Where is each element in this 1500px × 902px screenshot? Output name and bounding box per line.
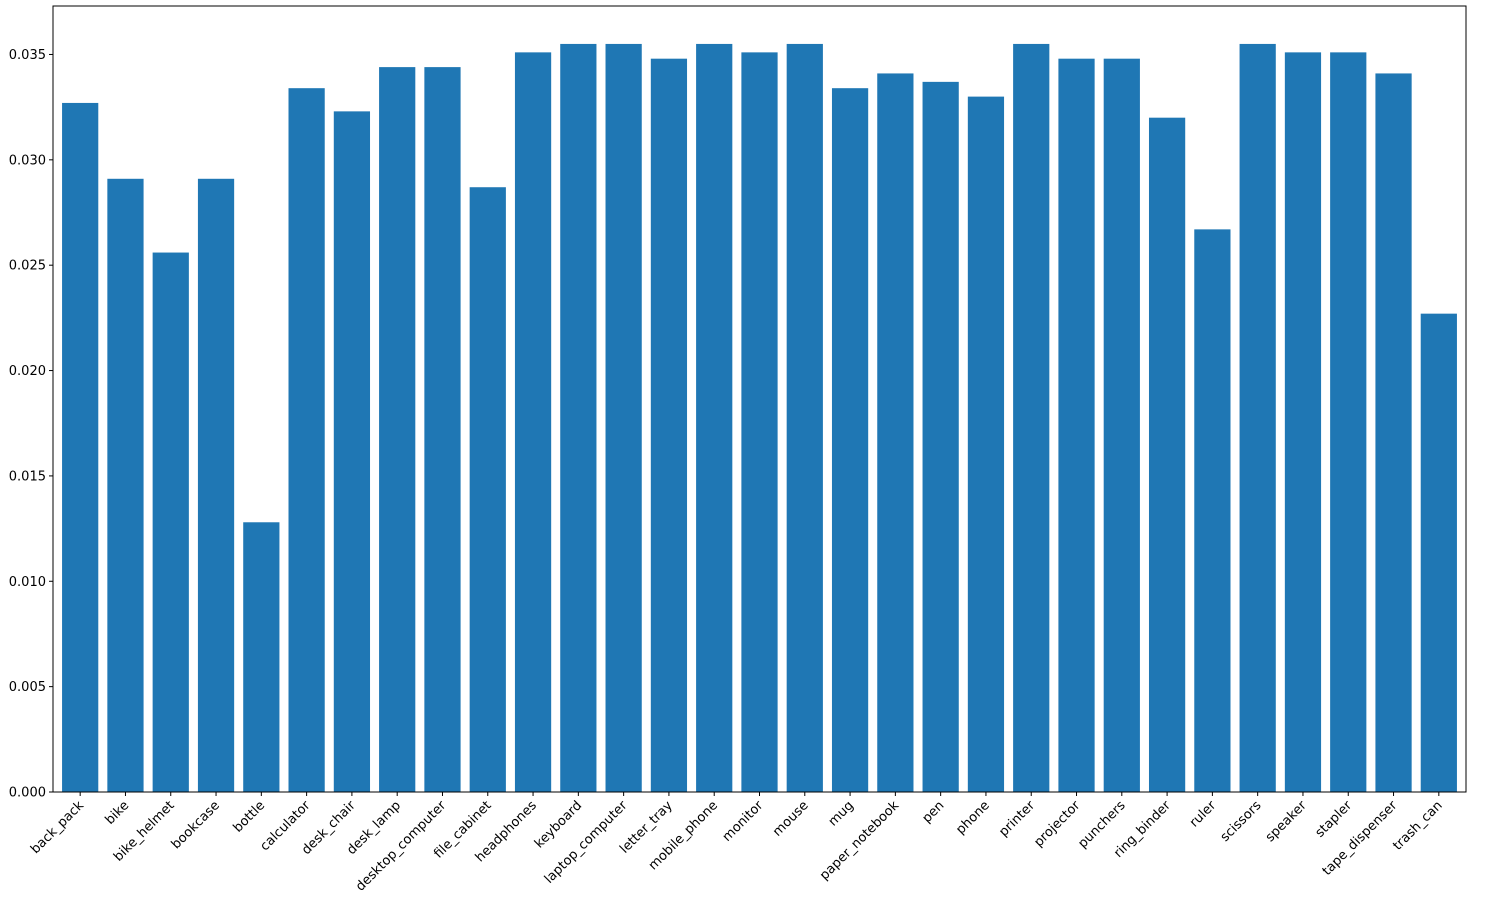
bar-bottle (243, 522, 280, 792)
bar-bookcase (197, 178, 235, 792)
bar-mobile_phone (696, 43, 733, 792)
y-tick-label: 0.010 (9, 575, 46, 590)
bar-laptop_computer (605, 43, 642, 792)
bar-projector (1058, 58, 1095, 792)
bar-calculator (288, 88, 325, 792)
bar-bike (107, 178, 144, 792)
y-tick-label: 0.005 (9, 680, 46, 695)
y-tick-label: 0.000 (9, 786, 46, 801)
bar-pen (922, 81, 959, 792)
bar-mug (831, 88, 869, 792)
y-tick-label: 0.025 (9, 259, 46, 274)
bar-desk_chair (333, 111, 371, 792)
bar-letter_tray (650, 58, 688, 792)
y-tick-label: 0.030 (9, 153, 46, 168)
bar-phone (967, 96, 1005, 792)
bar-headphones (514, 52, 552, 792)
bar-punchers (1103, 58, 1140, 792)
bar-bike_helmet (152, 252, 189, 792)
plot-frame (52, 5, 1467, 793)
bar-desk_lamp (379, 67, 416, 792)
bar-back_pack (62, 102, 99, 792)
bar-ring_binder (1148, 117, 1186, 792)
bar-speaker (1284, 52, 1322, 792)
bar-paper_notebook (877, 73, 914, 792)
bar-tape_dispenser (1375, 73, 1412, 792)
y-tick-label: 0.035 (9, 48, 46, 63)
bar-keyboard (560, 43, 597, 792)
y-axis: 0.000 0.005 0.010 0.015 0.020 0.025 0.030 0.035 (9, 48, 53, 801)
bar-printer (1013, 43, 1050, 792)
bar-mouse (786, 43, 823, 792)
y-tick-label: 0.015 (9, 469, 46, 484)
bars-group (62, 43, 1457, 792)
bar-ruler (1194, 229, 1231, 792)
bar-file_cabinet (469, 187, 506, 792)
bar-stapler (1330, 52, 1367, 792)
y-tick-label: 0.020 (9, 364, 46, 379)
bar-monitor (741, 52, 778, 792)
bar-scissors (1239, 43, 1276, 792)
bar-trash_can (1420, 313, 1457, 792)
bar-desktop_computer (424, 67, 461, 792)
